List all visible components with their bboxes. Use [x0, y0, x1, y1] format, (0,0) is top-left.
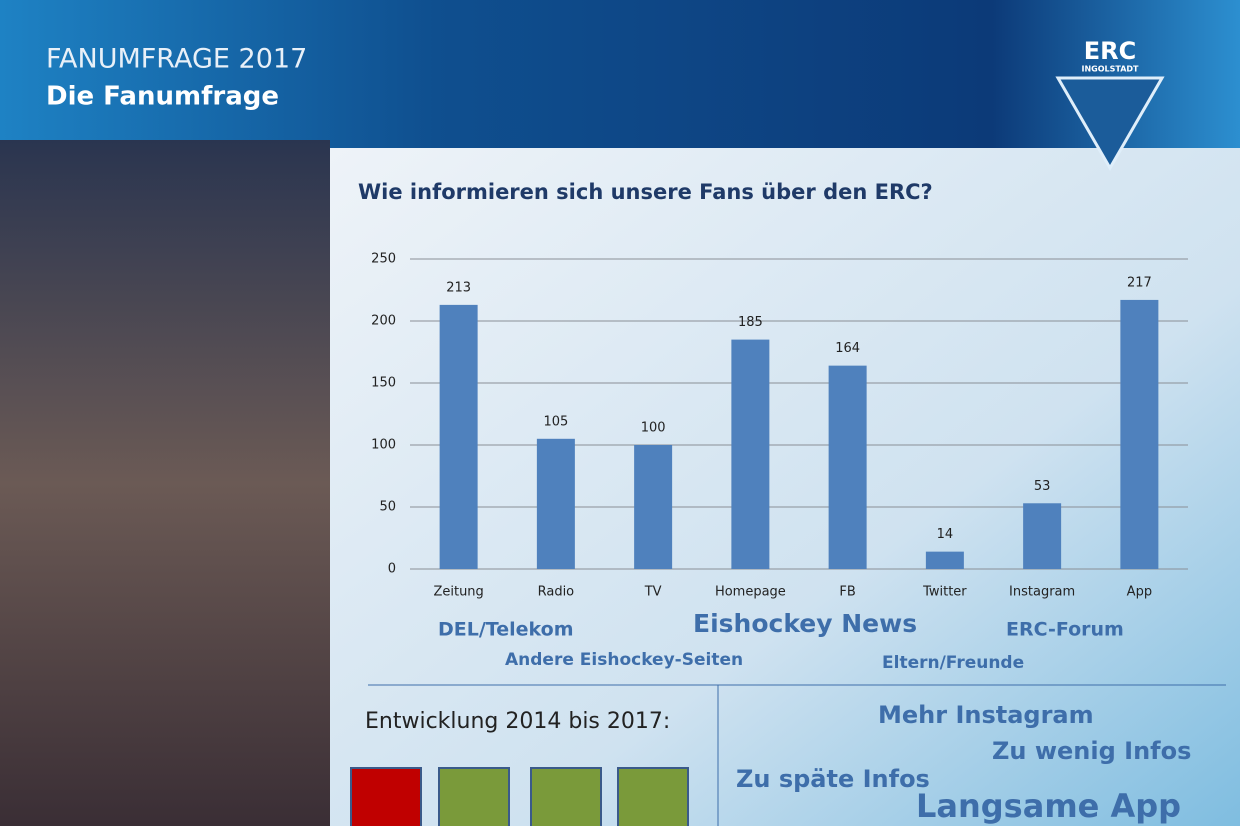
x-tick-label: Radio — [538, 585, 575, 600]
bar — [828, 365, 867, 569]
feedback: Mehr Instagram Zu wenig Infos Zu späte I… — [736, 701, 1191, 825]
x-tick-label: App — [1127, 585, 1152, 600]
value-label: 105 — [543, 414, 568, 429]
x-tick-label: Homepage — [715, 585, 786, 600]
x-tick-label: TV — [644, 585, 662, 600]
other-sources: DEL/Telekom Eishockey News ERC-Forum And… — [438, 609, 1124, 673]
value-label: 217 — [1127, 275, 1152, 290]
header-bg — [0, 0, 1240, 150]
status-box — [530, 767, 602, 830]
status-box — [617, 767, 689, 830]
source-text: Andere Eishockey-Seiten — [505, 650, 743, 670]
header-title: FANUMFRAGE 2017 — [46, 44, 307, 75]
logo-name: ERC — [1084, 37, 1137, 65]
value-label: 164 — [835, 341, 860, 356]
y-tick-label: 250 — [371, 252, 396, 267]
bar — [925, 551, 964, 569]
value-label: 185 — [738, 315, 763, 330]
x-tick-label: FB — [839, 585, 855, 600]
crowd-photo — [0, 140, 330, 826]
value-label: 213 — [446, 280, 471, 295]
source-text: Eishockey News — [693, 609, 917, 638]
status-box — [350, 767, 422, 830]
bar — [439, 304, 478, 569]
x-tick-label: Instagram — [1009, 585, 1075, 600]
source-text: ERC-Forum — [1006, 619, 1124, 641]
status-box — [438, 767, 510, 830]
y-tick-label: 50 — [379, 500, 396, 515]
y-tick-label: 200 — [371, 314, 396, 329]
bar-chart: 0 50 100 150 200 250 Zeitung 213 Radio 105 TV 100 Ho… — [371, 252, 1188, 600]
value-label: 14 — [937, 527, 954, 542]
value-label: 100 — [641, 421, 666, 436]
y-tick-label: 100 — [371, 438, 396, 453]
logo-city: INGOLSTADT — [1081, 65, 1139, 74]
x-tick-label: Zeitung — [433, 585, 483, 600]
bar — [634, 445, 673, 569]
content-panel — [330, 148, 1240, 826]
chart-title: Wie informieren sich unsere Fans über de… — [358, 180, 933, 204]
y-tick-label: 0 — [388, 562, 396, 577]
source-text: Eltern/Freunde — [882, 653, 1024, 673]
y-tick-label: 150 — [371, 376, 396, 391]
bar — [1023, 503, 1062, 569]
bar — [536, 438, 575, 569]
feedback-text: Mehr Instagram — [878, 701, 1094, 729]
header-subtitle: Die Fanumfrage — [46, 82, 279, 112]
x-tick-label: Twitter — [922, 585, 967, 600]
feedback-text: Zu späte Infos — [736, 765, 930, 793]
feedback-text: Zu wenig Infos — [992, 737, 1191, 765]
bar — [1120, 299, 1159, 569]
development-label: Entwicklung 2014 bis 2017: — [365, 709, 670, 734]
source-text: DEL/Telekom — [438, 619, 574, 641]
value-label: 53 — [1034, 479, 1051, 494]
bar — [731, 339, 770, 569]
logo-shield — [1055, 76, 1165, 171]
feedback-text: Langsame App — [916, 787, 1181, 825]
